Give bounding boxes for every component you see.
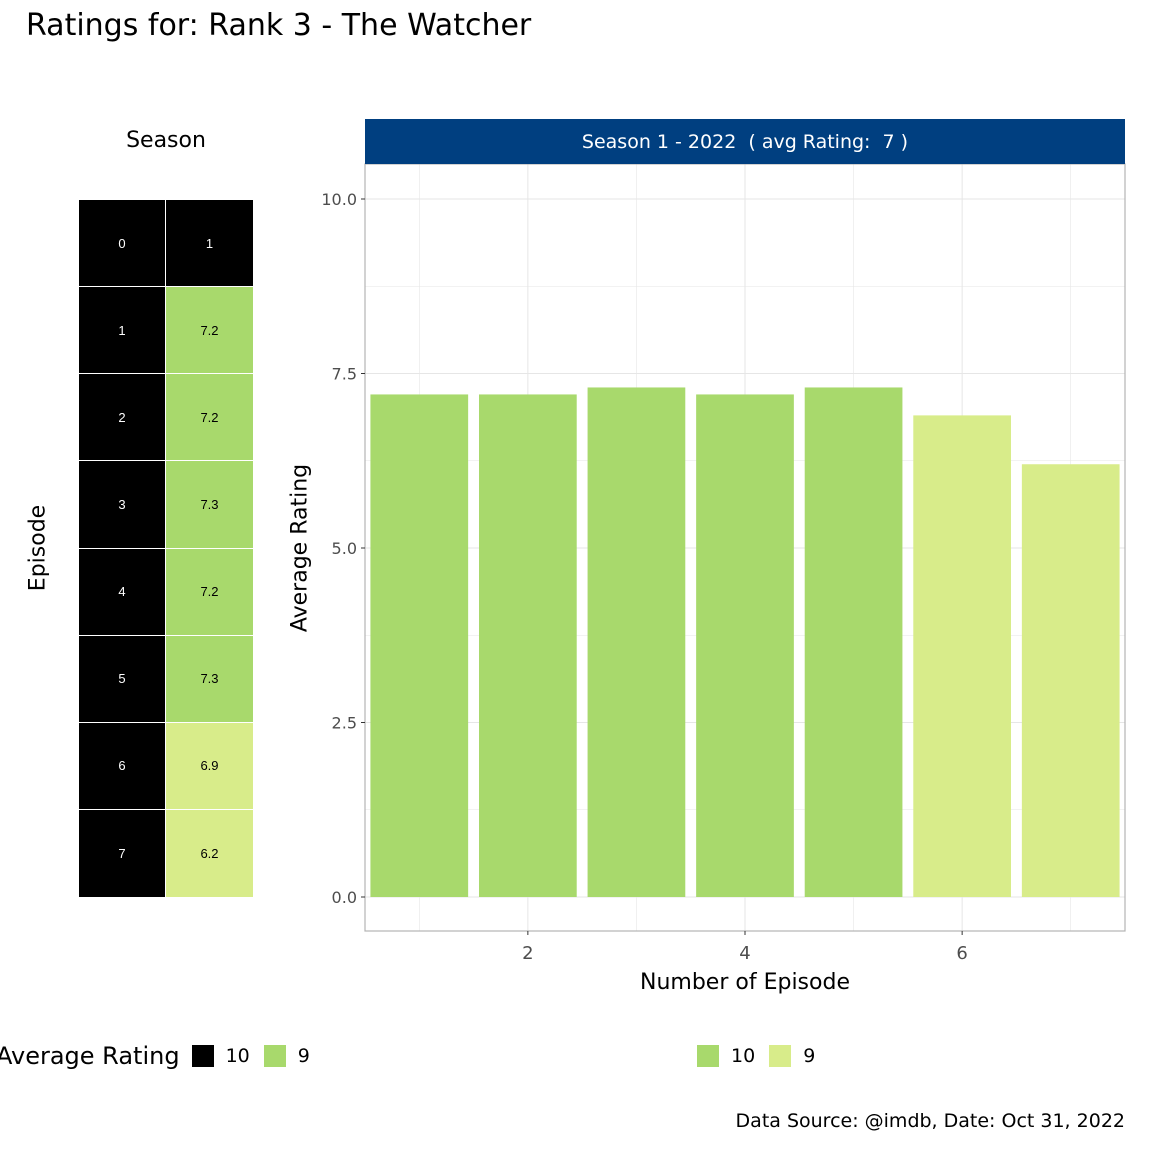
bar-episode-2 bbox=[479, 394, 577, 897]
legend-label-9: 9 bbox=[297, 1045, 310, 1067]
bar-episode-6 bbox=[913, 415, 1011, 897]
facet-strip-label: Season 1 - 2022 ( avg Rating: 7 ) bbox=[365, 119, 1125, 164]
bar-episode-3 bbox=[587, 387, 686, 897]
heatmap-rating-cell: 7.2 bbox=[166, 374, 253, 462]
heatmap-rating-cell: 6.9 bbox=[166, 722, 253, 810]
y-tick-label: 10.0 bbox=[321, 190, 357, 209]
legend-label-10: 10 bbox=[225, 1045, 250, 1067]
bar-legend: 10 9 bbox=[697, 1045, 829, 1067]
bar-episode-7 bbox=[1021, 464, 1120, 897]
heatmap-rating-cell: 7.2 bbox=[166, 548, 253, 636]
episode-heatmap: 0 1 1 7.2 2 7.2 3 7.3 4 7.2 5 7.3 6 6.9 7 6.2 bbox=[79, 200, 253, 897]
heatmap-episode-cell: 1 bbox=[79, 287, 166, 375]
bar-episode-1 bbox=[370, 394, 469, 897]
data-source-caption: Data Source: @imdb, Date: Oct 31, 2022 bbox=[735, 1110, 1125, 1132]
y-tick-label: 5.0 bbox=[332, 539, 357, 558]
legend-label-10: 10 bbox=[731, 1045, 756, 1067]
heatmap-episode-cell: 3 bbox=[79, 461, 166, 549]
legend-label-9: 9 bbox=[803, 1045, 816, 1067]
heatmap-episode-cell: 7 bbox=[79, 809, 166, 897]
legend-key-10 bbox=[697, 1045, 719, 1067]
y-axis-label: Average Rating bbox=[287, 463, 313, 633]
x-tick-label: 2 bbox=[522, 943, 533, 964]
y-tick-label: 2.5 bbox=[332, 714, 357, 733]
heatmap-rating-cell: 7.3 bbox=[166, 461, 253, 549]
heatmap-episode-cell: 6 bbox=[79, 722, 166, 810]
heatmap-episode-cell: 2 bbox=[79, 374, 166, 462]
legend-title: Average Rating bbox=[0, 1042, 180, 1070]
legend-key-10 bbox=[191, 1045, 214, 1067]
x-tick-label: 4 bbox=[739, 943, 750, 964]
heatmap-episode-cell: 4 bbox=[79, 548, 166, 636]
heatmap-rating-cell: 7.3 bbox=[166, 635, 253, 723]
heatmap-rating-cell: 6.2 bbox=[166, 809, 253, 897]
heatmap-season-title: Season bbox=[126, 128, 206, 153]
heatmap-legend: Average Rating 10 9 bbox=[0, 1042, 324, 1070]
legend-key-9 bbox=[769, 1045, 792, 1067]
bar-episode-5 bbox=[804, 387, 903, 897]
legend-key-9 bbox=[263, 1045, 286, 1067]
x-axis-label: Number of Episode bbox=[640, 970, 850, 995]
y-tick-label: 0.0 bbox=[332, 888, 357, 907]
x-tick-label: 6 bbox=[956, 943, 967, 964]
y-tick-label: 7.5 bbox=[332, 365, 357, 384]
heatmap-rating-cell: 1 bbox=[166, 200, 253, 288]
heatmap-rating-cell: 7.2 bbox=[166, 287, 253, 375]
chart-title: Ratings for: Rank 3 - The Watcher bbox=[26, 8, 532, 43]
heatmap-episode-cell: 5 bbox=[79, 635, 166, 723]
bar-episode-4 bbox=[696, 394, 794, 897]
heatmap-episode-cell: 0 bbox=[79, 200, 166, 288]
